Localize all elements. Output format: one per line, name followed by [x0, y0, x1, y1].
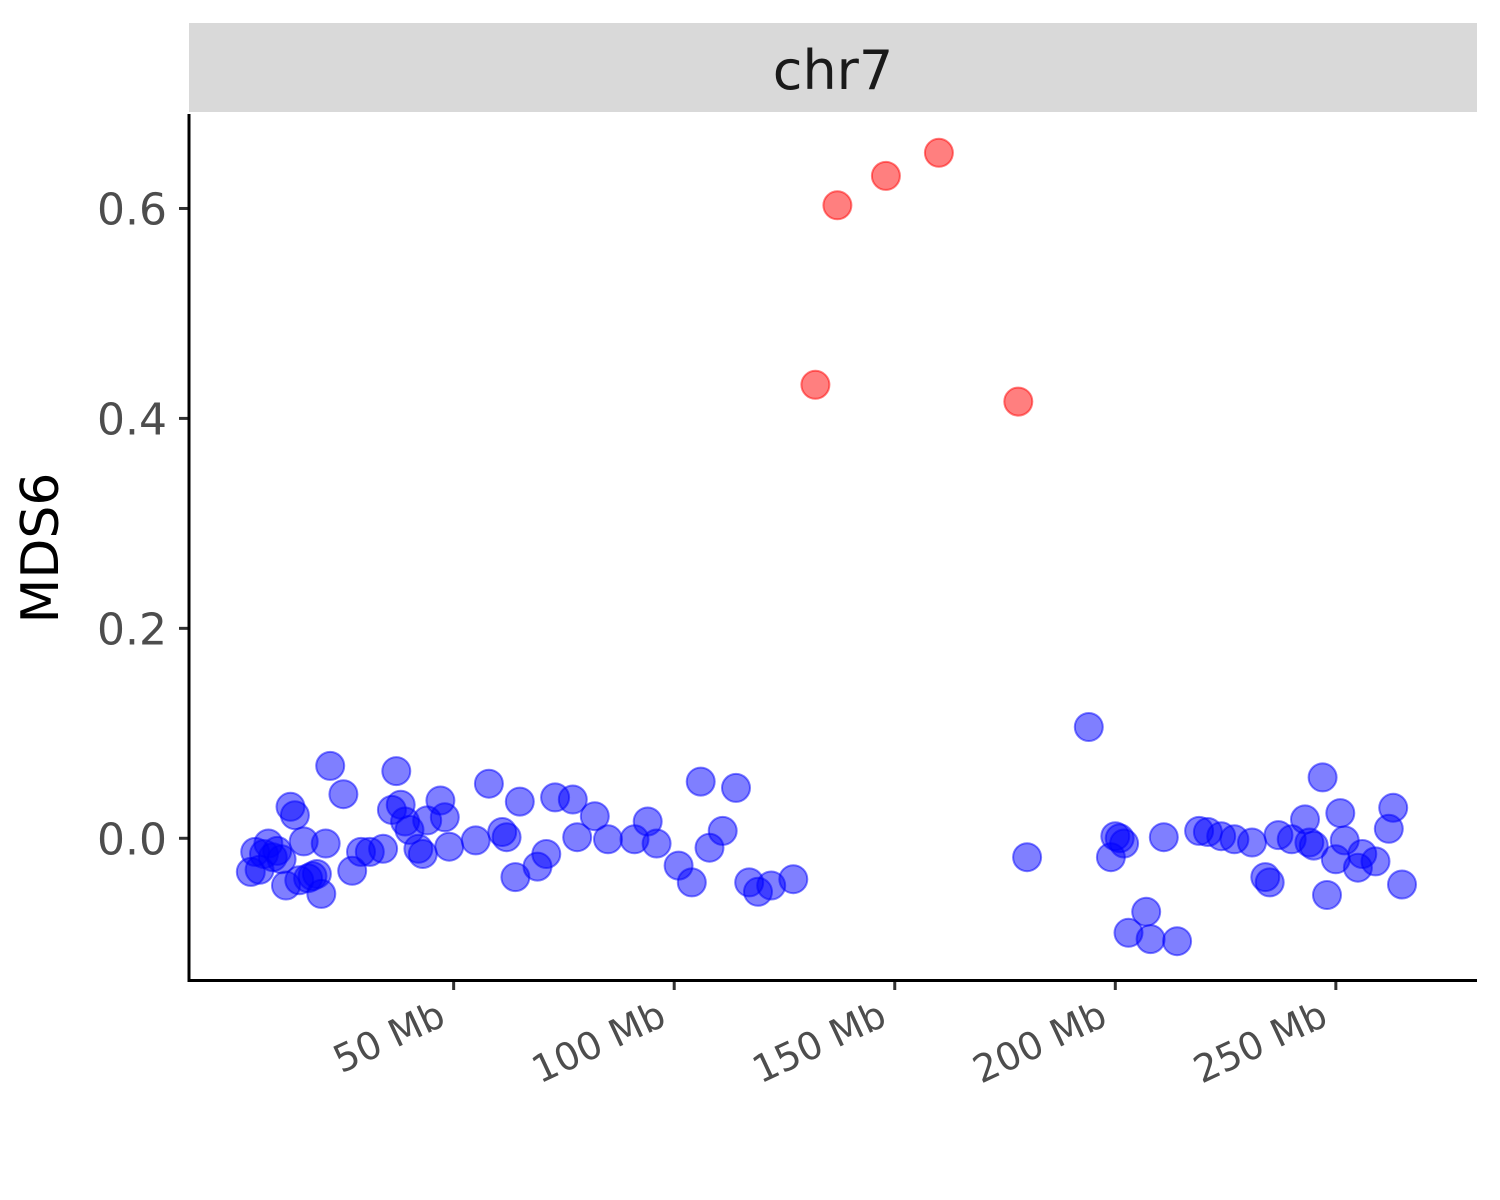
data-point-blue [721, 772, 751, 803]
data-point-blue [407, 839, 438, 869]
data-point-blue [593, 824, 623, 855]
x-tick-label: 50 Mb [327, 992, 452, 1081]
x-axis-ticks: 50 Mb 100 Mb 150 Mb 200 Mb 250 Mb [327, 980, 1338, 1092]
data-points [235, 137, 1417, 957]
data-point-blue [1073, 712, 1104, 742]
data-point-blue [641, 828, 672, 859]
facet-strip-background [189, 23, 1477, 112]
data-point-blue [579, 801, 610, 832]
data-point-blue [1312, 880, 1342, 910]
data-point-blue [306, 878, 337, 909]
data-point-red [923, 137, 954, 168]
data-point-blue [315, 750, 346, 781]
x-tick-label: 250 Mb [1187, 992, 1334, 1092]
data-point-blue [562, 822, 593, 853]
data-point-blue [1237, 827, 1267, 858]
data-point-blue [279, 800, 310, 831]
x-tick-label: 100 Mb [525, 992, 672, 1092]
data-point-blue [491, 822, 522, 853]
data-point-blue [685, 766, 716, 797]
y-tick-label: 0.4 [97, 394, 167, 445]
y-tick-label: 0.0 [97, 814, 167, 865]
data-point-red [800, 369, 831, 400]
data-point-red [822, 190, 853, 221]
data-point-red [1003, 386, 1034, 417]
data-point-blue [473, 768, 504, 799]
data-point-blue [1254, 867, 1285, 898]
data-point-blue [1148, 822, 1179, 853]
data-point-blue [1012, 842, 1043, 873]
data-point-blue [429, 802, 460, 833]
data-point-blue [1131, 896, 1162, 927]
data-point-blue [707, 815, 738, 846]
data-point-blue [557, 784, 588, 815]
data-point-blue [328, 779, 359, 810]
data-point-blue [504, 786, 535, 817]
y-tick-label: 0.6 [97, 184, 167, 235]
data-point-blue [778, 864, 809, 895]
data-point-blue [460, 825, 491, 856]
data-point-blue [1298, 830, 1329, 861]
data-point-blue [434, 831, 465, 862]
facet-strip-label: chr7 [773, 39, 893, 102]
data-point-blue [368, 833, 399, 864]
data-point-blue [1360, 846, 1391, 877]
data-point-blue [1162, 926, 1193, 957]
facet-strip: chr7 [189, 23, 1477, 112]
data-point-blue [1307, 762, 1338, 793]
data-point-blue [310, 828, 341, 859]
data-point-blue [1378, 792, 1409, 823]
x-tick-label: 200 Mb [966, 992, 1113, 1092]
x-tick-label: 150 Mb [746, 992, 893, 1092]
data-point-blue [676, 867, 707, 898]
data-point-red [870, 160, 901, 191]
data-point-blue [531, 839, 562, 869]
y-axis-ticks: 0.0 0.2 0.4 0.6 [97, 184, 189, 865]
data-point-blue [1109, 828, 1140, 859]
data-point-blue [381, 756, 412, 787]
y-tick-label: 0.2 [97, 604, 167, 655]
y-axis-title: MDS6 [11, 473, 71, 624]
data-point-blue [1325, 798, 1356, 829]
data-point-blue [1135, 924, 1166, 955]
data-point-blue [1387, 869, 1417, 900]
